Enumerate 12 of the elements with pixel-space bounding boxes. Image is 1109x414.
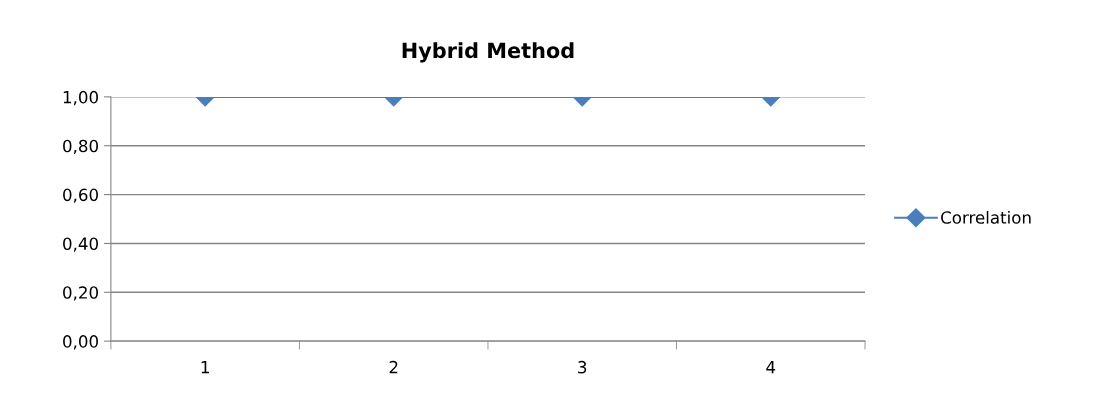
x-tick-label: 3 xyxy=(578,360,587,374)
x-tick-label: 4 xyxy=(766,361,776,374)
legend-label: Correlation xyxy=(941,210,1031,224)
x-tick-label: 2 xyxy=(389,360,398,374)
x-tick-label: 1 xyxy=(201,361,209,374)
y-tick-label: 0,60 xyxy=(63,188,98,203)
y-tick-label: 0,40 xyxy=(63,237,98,252)
y-tick-label: 0,80 xyxy=(63,139,98,154)
y-tick-label: 0,00 xyxy=(63,335,98,350)
y-tick-label: 0,20 xyxy=(63,286,98,301)
chart-title: Hybrid Method xyxy=(402,42,574,63)
y-tick-label: 1,00 xyxy=(63,90,98,106)
